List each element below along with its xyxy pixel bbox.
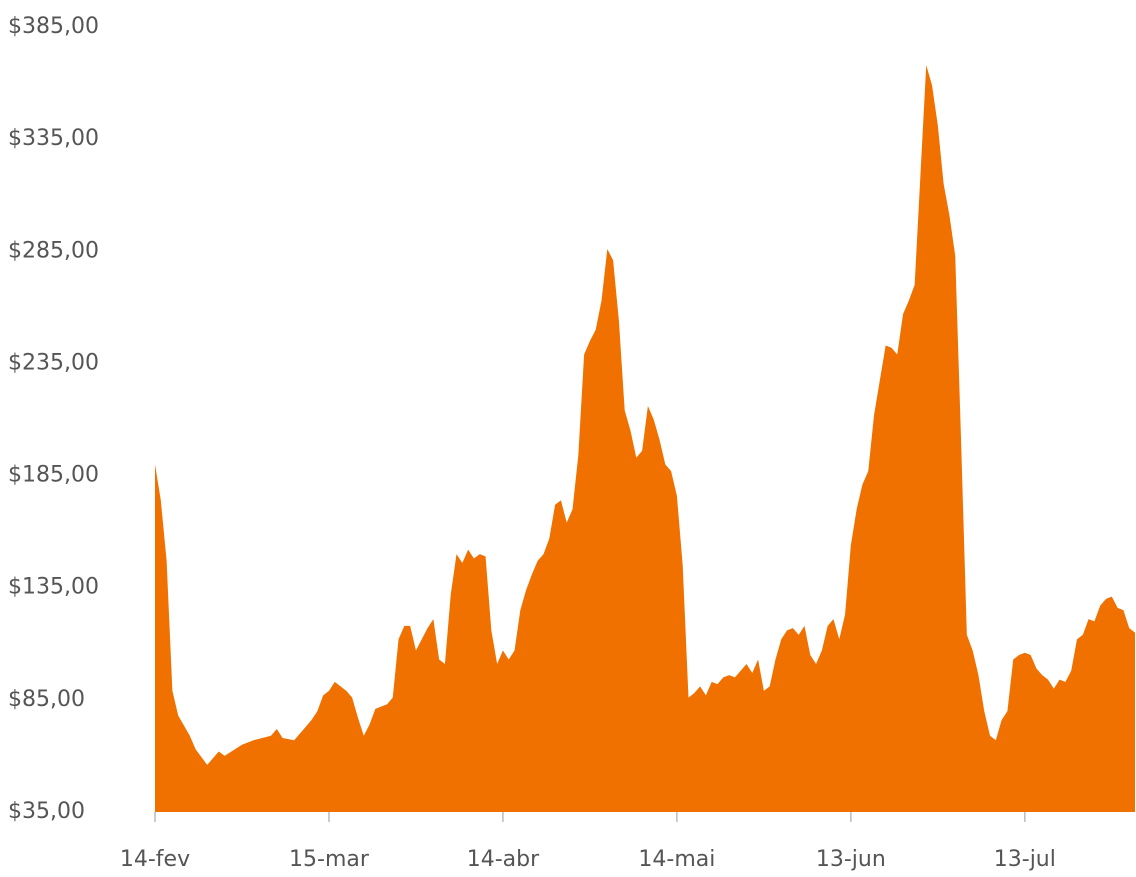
y-tick-label: $185,00 [8,463,99,488]
x-tick-label: 13-jun [816,847,886,872]
y-tick-label: $385,00 [8,14,99,39]
x-tick-label: 14-fev [120,847,190,872]
x-tick-label: 14-mai [638,847,715,872]
x-tick-label: 14-abr [467,847,540,872]
y-tick-label: $85,00 [8,687,85,712]
y-tick-label: $135,00 [8,575,99,600]
x-tick-label: 13-jul [994,847,1056,872]
area [155,65,1135,813]
y-tick-label: $235,00 [8,350,99,375]
y-tick-label: $335,00 [8,126,99,151]
x-tick-label: 15-mar [289,847,370,872]
y-tick-label: $285,00 [8,238,99,263]
y-tick-label: $35,00 [8,799,85,824]
